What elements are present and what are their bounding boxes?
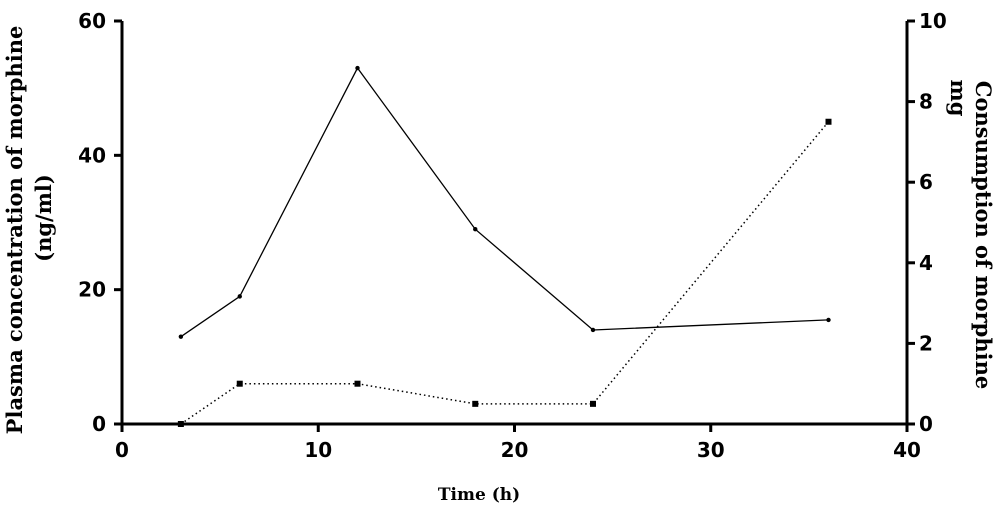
- plasma-concentration-line: [180, 66, 829, 338]
- right-y-tick-label: 4: [919, 251, 933, 275]
- plasma-point: [590, 327, 596, 333]
- consumption-point: [177, 421, 184, 427]
- right-y-tick-label: 2: [919, 331, 933, 355]
- morphine-consumption-line: [180, 121, 830, 425]
- plasma-point: [473, 227, 478, 232]
- right-y-tick-label: 0: [919, 412, 933, 436]
- left-y-tick-label: 20: [78, 278, 106, 302]
- consumption-point: [825, 118, 832, 125]
- plasma-point: [355, 65, 360, 71]
- right-y-tick-label: 10: [919, 9, 947, 33]
- right-axis-title-line1: Consumption of morphine: [971, 81, 993, 389]
- left-axis-title-line1: Plasma concentration of morphine: [2, 26, 27, 435]
- left-y-tick-label: 60: [78, 9, 106, 33]
- x-tick-label: 40: [893, 438, 921, 462]
- plasma-point: [826, 317, 831, 323]
- right-y-tick-label: 8: [919, 90, 933, 114]
- x-tick-label: 30: [697, 438, 725, 462]
- axes: [120, 21, 909, 426]
- consumption-point: [354, 380, 361, 387]
- x-axis-title: Time (h): [438, 485, 520, 505]
- right-y-tick-label: 6: [919, 170, 933, 194]
- left-y-tick-label: 0: [92, 412, 106, 436]
- plasma-point: [178, 334, 184, 339]
- consumption-point: [236, 380, 243, 387]
- left-axis-title-line2: (ng/ml): [31, 174, 56, 262]
- right-axis-title-line2: mg: [946, 80, 971, 117]
- x-tick-label: 0: [115, 438, 129, 462]
- consumption-point: [590, 400, 596, 407]
- consumption-point: [472, 400, 479, 407]
- left-y-tick-label: 40: [78, 143, 106, 167]
- x-tick-label: 10: [304, 438, 332, 462]
- x-tick-label: 20: [501, 438, 529, 462]
- plasma-point: [237, 294, 242, 299]
- series: [177, 65, 832, 427]
